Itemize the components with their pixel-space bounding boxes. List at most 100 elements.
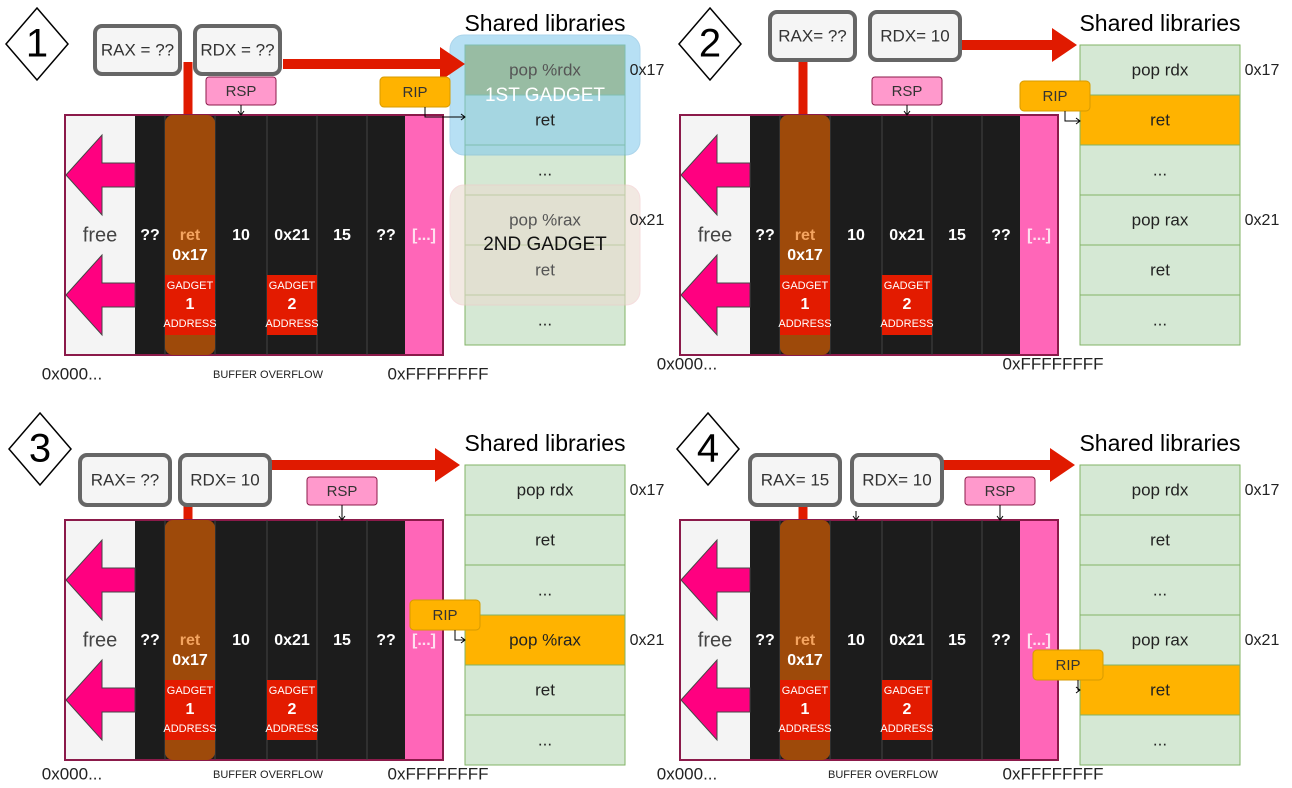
library-row bbox=[1079, 194, 1241, 246]
rip-arrow-icon bbox=[1075, 680, 1081, 694]
library-row bbox=[1079, 244, 1241, 296]
gadget-2-address-box bbox=[267, 275, 317, 335]
rax-register-box bbox=[768, 10, 857, 62]
stack-cell-value: ret bbox=[180, 632, 201, 649]
stack-cell-value: 0x21 bbox=[889, 632, 925, 649]
overflow-cell bbox=[1020, 521, 1057, 759]
gadget-1-address-box bbox=[780, 680, 830, 740]
rip-arrow-icon bbox=[424, 107, 466, 121]
panel-2: 2 Shared libraries pop rdx ret... pop rax ret… bbox=[657, 6, 1280, 373]
library-row bbox=[1079, 44, 1241, 96]
library-row-label: ... bbox=[538, 310, 552, 329]
library-row-label: pop rax bbox=[1132, 630, 1189, 649]
stack-cell-value: 15 bbox=[948, 632, 966, 649]
rip-label: RIP bbox=[1055, 657, 1080, 674]
library-row-label: ... bbox=[1153, 310, 1167, 329]
ret-address-value: 0x17 bbox=[172, 247, 208, 264]
second-gadget-overlay bbox=[449, 184, 641, 306]
gadget-number: 2 bbox=[288, 701, 297, 718]
stack-cell-value: ?? bbox=[376, 227, 396, 244]
library-address-pop-rdx: 0x17 bbox=[630, 482, 665, 499]
free-arrow-left-icon bbox=[680, 538, 751, 622]
high-address-label: 0xFFFFFFFF bbox=[387, 364, 488, 383]
library-row bbox=[464, 464, 626, 516]
high-address-label: 0xFFFFFFFF bbox=[387, 764, 488, 783]
library-address-pop-rdx: 0x17 bbox=[630, 62, 665, 79]
low-address-label: 0x000... bbox=[657, 354, 718, 373]
buffer-overflow-label: BUFFER OVERFLOW bbox=[213, 369, 324, 381]
library-address-pop-rax: 0x21 bbox=[1245, 632, 1280, 649]
gadget-label-top: GADGET bbox=[167, 280, 214, 292]
rsp-arrow-icon bbox=[338, 505, 346, 521]
step-number: 2 bbox=[699, 22, 721, 66]
gadget-number: 2 bbox=[288, 296, 297, 313]
library-row bbox=[464, 714, 626, 766]
gadget-label-top: GADGET bbox=[782, 280, 829, 292]
library-address-pop-rax: 0x21 bbox=[1245, 212, 1280, 229]
gadget-label-top: GADGET bbox=[167, 685, 214, 697]
library-row bbox=[464, 664, 626, 716]
gadget-1-address-box bbox=[780, 275, 830, 335]
rsp-arrow-icon bbox=[903, 105, 911, 116]
rip-pointer-box bbox=[379, 76, 451, 108]
red-arrow-icon bbox=[283, 47, 465, 81]
gadget-1-address-box bbox=[165, 275, 215, 335]
buffer-overflow-label: BUFFER OVERFLOW bbox=[213, 769, 324, 781]
stack-cell-value: ?? bbox=[140, 632, 160, 649]
library-row-label: ... bbox=[538, 730, 552, 749]
stack-cell-value: ?? bbox=[991, 227, 1011, 244]
free-label: free bbox=[83, 224, 117, 246]
panel-4: 4 Shared libraries pop rdx ret... pop rax ret… bbox=[657, 411, 1280, 783]
high-address-label: 0xFFFFFFFF bbox=[1002, 354, 1103, 373]
gadget-label-bottom: ADDRESS bbox=[778, 723, 831, 735]
stack-cell-value: 10 bbox=[847, 227, 865, 244]
step-number: 1 bbox=[26, 22, 48, 66]
library-row-label: ... bbox=[1153, 160, 1167, 179]
gadget-number: 2 bbox=[903, 296, 912, 313]
library-address-pop-rdx: 0x17 bbox=[1245, 62, 1280, 79]
high-address-label: 0xFFFFFFFF bbox=[1002, 764, 1103, 783]
library-row bbox=[1079, 514, 1241, 566]
gadget-number: 1 bbox=[186, 296, 195, 313]
library-title: Shared libraries bbox=[464, 430, 625, 456]
library-row-label: ... bbox=[538, 160, 552, 179]
library-address-pop-rax: 0x21 bbox=[630, 632, 665, 649]
overflow-cell bbox=[405, 521, 442, 759]
step-number: 4 bbox=[697, 427, 719, 471]
ret-address-value: 0x17 bbox=[787, 652, 823, 669]
gadget-label-bottom: ADDRESS bbox=[880, 723, 933, 735]
low-address-label: 0x000... bbox=[42, 764, 103, 783]
red-arrow-icon bbox=[942, 448, 1075, 482]
rdx-register-value: RDX= 10 bbox=[190, 470, 259, 489]
gadget-number: 1 bbox=[186, 701, 195, 718]
free-arrow-left-icon bbox=[65, 133, 136, 217]
library-row-label: ret bbox=[1150, 530, 1170, 549]
library-title: Shared libraries bbox=[464, 10, 625, 36]
stack-cell-value: [...] bbox=[412, 227, 436, 244]
rdx-register-value: RDX= 10 bbox=[862, 470, 931, 489]
rax-register-value: RAX= 15 bbox=[761, 470, 830, 489]
rdx-register-box bbox=[850, 453, 944, 507]
stack-cell-value: 15 bbox=[333, 632, 351, 649]
stack-cell-value: 0x21 bbox=[274, 227, 310, 244]
rdx-register-value: RDX = ?? bbox=[200, 40, 274, 59]
library-row bbox=[1079, 144, 1241, 196]
library-row-label: ret bbox=[535, 110, 555, 129]
free-arrow-left-icon bbox=[680, 253, 751, 337]
rip-pointer-box bbox=[409, 599, 481, 631]
library-row-label: ret bbox=[535, 530, 555, 549]
low-address-label: 0x000... bbox=[42, 364, 103, 383]
gadget-2-address-box bbox=[882, 680, 932, 740]
library-title: Shared libraries bbox=[1079, 430, 1240, 456]
rip-pointer-box bbox=[1032, 649, 1104, 681]
rax-register-box bbox=[78, 453, 172, 507]
stack-cell-value: ?? bbox=[755, 632, 775, 649]
stack-cell-value: ?? bbox=[376, 632, 396, 649]
rsp-label: RSP bbox=[892, 83, 923, 100]
first-gadget-label: 1ST GADGET bbox=[485, 85, 605, 106]
gadget-2-address-box bbox=[882, 275, 932, 335]
rax-register-value: RAX= ?? bbox=[778, 26, 847, 45]
stack-cell-value: ?? bbox=[140, 227, 160, 244]
red-arrow-icon bbox=[960, 28, 1077, 62]
